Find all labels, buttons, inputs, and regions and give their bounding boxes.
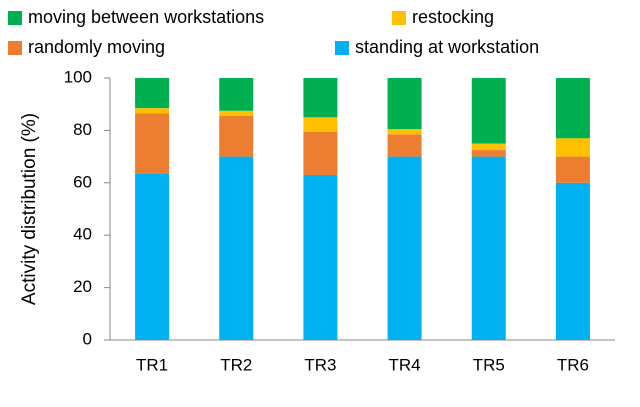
bar-segment bbox=[303, 131, 338, 175]
x-tick-label: TR4 bbox=[389, 355, 421, 374]
bar-segment bbox=[555, 138, 590, 157]
bar-segment bbox=[303, 78, 338, 118]
bar-segment bbox=[387, 134, 422, 157]
bar-segment bbox=[471, 78, 506, 144]
bar-segment bbox=[555, 156, 590, 183]
bar-segment bbox=[219, 156, 254, 340]
legend-swatch bbox=[8, 41, 22, 55]
bar-segment bbox=[135, 78, 170, 109]
x-tick-label: TR2 bbox=[220, 355, 252, 374]
bar-segment bbox=[219, 110, 254, 116]
legend-label: standing at workstation bbox=[355, 37, 539, 57]
legend-label: randomly moving bbox=[28, 37, 165, 57]
legend-swatch bbox=[335, 41, 349, 55]
x-tick-label: TR1 bbox=[136, 355, 168, 374]
bar-segment bbox=[303, 174, 338, 340]
legend-label: restocking bbox=[412, 7, 494, 27]
bar-segment bbox=[387, 78, 422, 130]
y-tick-label: 60 bbox=[73, 172, 92, 191]
bar-segment bbox=[555, 182, 590, 340]
bar-segment bbox=[471, 143, 506, 151]
y-tick-label: 40 bbox=[73, 225, 92, 244]
y-axis-label: Activity distribution (%) bbox=[19, 113, 40, 305]
y-tick-label: 100 bbox=[64, 67, 92, 86]
bar-segment bbox=[219, 115, 254, 157]
x-tick-label: TR6 bbox=[557, 355, 589, 374]
legend-swatch bbox=[8, 11, 22, 25]
bar-segment bbox=[303, 117, 338, 132]
bar-segment bbox=[471, 156, 506, 340]
bar-segment bbox=[387, 156, 422, 340]
bar-segment bbox=[219, 78, 254, 111]
bar-segment bbox=[135, 108, 170, 114]
bar-segment bbox=[387, 129, 422, 135]
x-tick-label: TR3 bbox=[304, 355, 336, 374]
y-tick-label: 20 bbox=[73, 277, 92, 296]
x-tick-label: TR5 bbox=[473, 355, 505, 374]
bar-segment bbox=[135, 173, 170, 340]
bar-segment bbox=[555, 78, 590, 139]
legend-label: moving between workstations bbox=[28, 7, 264, 27]
y-tick-label: 0 bbox=[83, 329, 92, 348]
bar-segment bbox=[135, 113, 170, 174]
bar-segment bbox=[471, 150, 506, 157]
legend-swatch bbox=[392, 11, 406, 25]
y-tick-label: 80 bbox=[73, 120, 92, 139]
